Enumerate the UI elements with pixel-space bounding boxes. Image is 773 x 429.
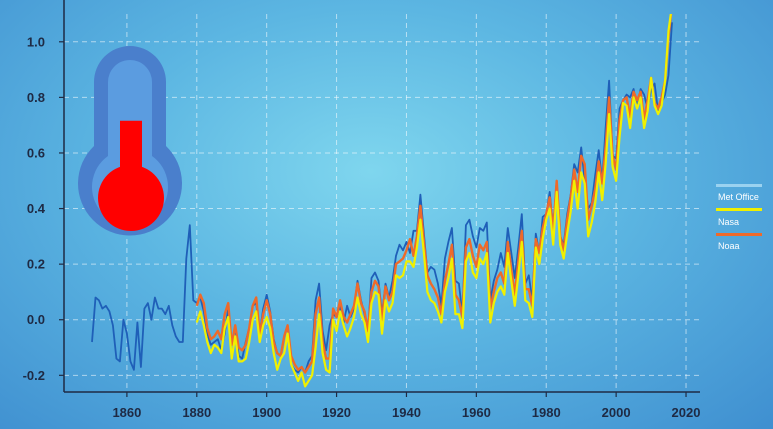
x-tick-label: 2000	[602, 405, 631, 420]
legend-swatch	[716, 208, 762, 211]
axes	[63, 0, 700, 393]
x-tick-label: 1900	[252, 405, 281, 420]
y-axis-ticks: -0.2 0.0 0.2 0.4 0.6 0.8 1.0	[23, 34, 64, 383]
legend-swatch	[716, 233, 762, 236]
y-tick-label: 0.6	[27, 145, 45, 160]
legend-item-nasa: Nasa	[716, 208, 762, 227]
x-tick-label: 1940	[392, 405, 421, 420]
x-tick-label: 1920	[322, 405, 351, 420]
x-tick-label: 1960	[462, 405, 491, 420]
y-tick-label: 1.0	[27, 34, 45, 49]
grid	[64, 14, 700, 392]
series-line-noaa	[195, 14, 673, 374]
legend-item-met-office: Met Office	[716, 184, 762, 202]
x-axis-ticks: 1860 1880 1900 1920 1940 1960 1980 2000 2020	[112, 392, 700, 420]
legend-label: Noaa	[718, 241, 740, 251]
y-tick-label: 0.0	[27, 312, 45, 327]
series-lines	[91, 14, 673, 388]
thermometer-bulb	[98, 165, 164, 231]
y-tick-label: 0.8	[27, 90, 45, 105]
legend-label: Nasa	[718, 217, 739, 227]
y-tick-label: 0.2	[27, 257, 45, 272]
legend-label: Met Office	[718, 192, 759, 202]
legend-item-noaa: Noaa	[716, 233, 762, 251]
y-tick-label: 0.4	[27, 201, 46, 216]
x-tick-label: 1860	[112, 405, 141, 420]
y-tick-label: -0.2	[23, 368, 45, 383]
legend-swatch	[716, 184, 762, 187]
x-tick-label: 2020	[672, 405, 701, 420]
legend: Met Office Nasa Noaa	[716, 184, 762, 251]
series-line-nasa	[195, 14, 672, 388]
thermometer-icon	[77, 46, 182, 236]
x-tick-label: 1880	[182, 405, 211, 420]
x-tick-label: 1980	[532, 405, 561, 420]
